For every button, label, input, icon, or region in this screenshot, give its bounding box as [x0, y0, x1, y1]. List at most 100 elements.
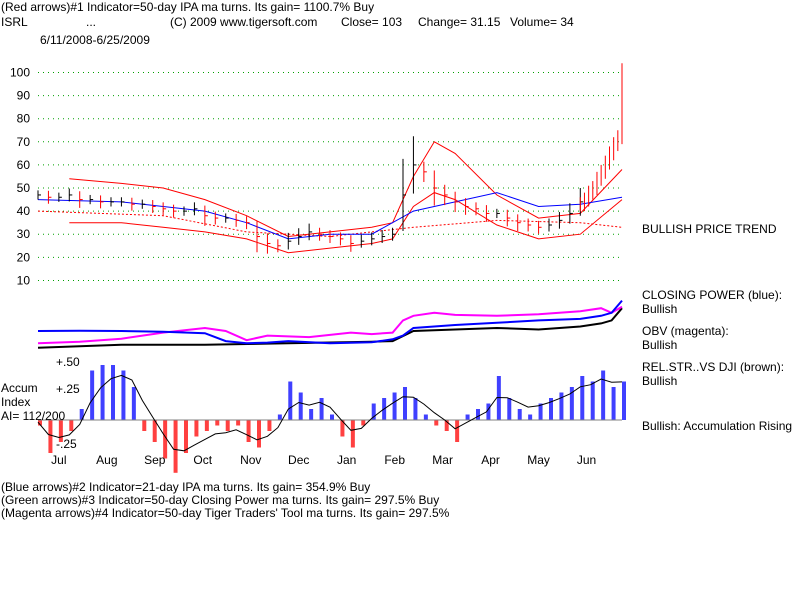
accum-bar [371, 403, 376, 420]
month-label: Nov [240, 453, 261, 467]
month-label: Apr [481, 453, 500, 467]
volume-value: Volume= 34 [510, 15, 574, 29]
accum-bar [194, 420, 199, 437]
accum-bar [392, 392, 397, 420]
accum-bar [111, 365, 115, 420]
header-line-1: (Red arrows)#1 Indicator=50-day IPA ma t… [1, 0, 375, 14]
accum-bar [486, 403, 491, 420]
ticker-label: ISRL [1, 15, 28, 29]
month-label: Jan [337, 453, 356, 467]
accum-bar [298, 392, 303, 420]
month-label: Jun [577, 453, 596, 467]
accum-bar [580, 376, 585, 420]
accum-bar [173, 420, 178, 473]
accum-bar [507, 398, 512, 420]
month-label: Mar [432, 453, 453, 467]
accum-bar [48, 420, 53, 453]
month-label: Jul [51, 453, 66, 467]
accum-bar [277, 414, 282, 420]
accum-bar [622, 381, 626, 420]
accum-bar [309, 409, 314, 420]
accum-bar [611, 387, 616, 420]
accum-bar [413, 398, 418, 420]
accum-bar [330, 414, 334, 420]
index-label: Index [1, 395, 31, 409]
accum-bar [152, 420, 157, 442]
month-label: Sep [144, 453, 166, 467]
month-label: Dec [288, 453, 309, 467]
accum-bar [184, 420, 188, 453]
accum-bar [559, 392, 564, 420]
price-tick-label: 50 [17, 181, 31, 195]
accum-bar [569, 387, 574, 420]
obv-line [37, 305, 623, 345]
month-label: May [527, 453, 550, 467]
close-value: Close= 103 [341, 15, 403, 29]
accum-bar [361, 420, 366, 426]
accum-bar [601, 370, 606, 420]
price-tick-label: 90 [17, 89, 31, 103]
copyright-label: (C) 2009 www.tigersoft.com [170, 15, 318, 29]
obv-title: OBV (magenta): [642, 324, 729, 338]
price-tick-label: 40 [17, 204, 31, 218]
closing-power-title: CLOSING POWER (blue): [642, 288, 783, 302]
accum-bar [163, 420, 168, 459]
accum-bar [288, 381, 293, 420]
upper-band-line [69, 141, 623, 238]
ai-label: AI= 112/200 [1, 409, 66, 423]
price-tick-label: 10 [17, 273, 31, 287]
accum-label: Accum [1, 381, 38, 395]
accum-bar [476, 409, 480, 420]
accum-bar [58, 420, 63, 442]
accum-bar [257, 420, 261, 448]
accum-bar [100, 365, 105, 420]
accum-average-line [37, 374, 623, 452]
price-tick-label: 20 [17, 250, 31, 264]
ellipsis-label: ... [86, 15, 97, 29]
accum-bar [350, 420, 355, 448]
accum-bar [121, 370, 126, 420]
closing-power-line [37, 299, 623, 345]
accum-bar [434, 420, 439, 426]
accum-bar [204, 420, 209, 431]
accum-bar [236, 420, 241, 426]
accum-bar [455, 420, 460, 442]
date-range: 6/11/2008-6/25/2009 [40, 33, 150, 47]
accum-bar [340, 420, 345, 437]
rel-str-title: REL.STR..VS DJI (brown): [642, 360, 785, 374]
footer-line-2: (Green arrows)#3 Indicator=50-day Closin… [1, 493, 440, 507]
accum-bar [319, 398, 324, 420]
accum-bar [267, 420, 272, 431]
rel-str-line [37, 307, 623, 349]
accum-bar [423, 414, 428, 420]
lower-band-line [69, 192, 623, 254]
rel-str-status: Bullish [642, 374, 678, 388]
accum-bar [528, 414, 533, 420]
accum-tick-plus25: +.25 [56, 382, 80, 396]
accum-bar [538, 403, 543, 420]
footer-line-3: (Magenta arrows)#4 Indicator=50-day Tige… [1, 506, 450, 520]
obv-status: Bullish [642, 338, 678, 352]
month-label: Oct [193, 453, 212, 467]
accum-bar [444, 420, 449, 431]
accum-bar [79, 409, 84, 420]
closing-power-status: Bullish [642, 302, 678, 316]
accum-bar [517, 409, 522, 420]
accum-bar [465, 414, 470, 420]
month-label: Feb [384, 453, 405, 467]
change-value: Change= 31.15 [418, 15, 501, 29]
price-tick-label: 100 [10, 65, 30, 79]
accum-bar [69, 420, 74, 431]
accum-bar [38, 420, 42, 426]
accum-bar [590, 381, 595, 420]
accum-bar [549, 398, 553, 420]
accum-bar [246, 420, 251, 442]
accum-bar [225, 420, 230, 431]
accum-bar [403, 387, 407, 420]
month-label: Aug [96, 453, 117, 467]
price-tick-label: 30 [17, 227, 31, 241]
trend-label: BULLISH PRICE TREND [642, 222, 777, 236]
accum-tick-plus50: +.50 [56, 355, 80, 369]
accum-status: Bullish: Accumulation Rising [642, 419, 793, 433]
